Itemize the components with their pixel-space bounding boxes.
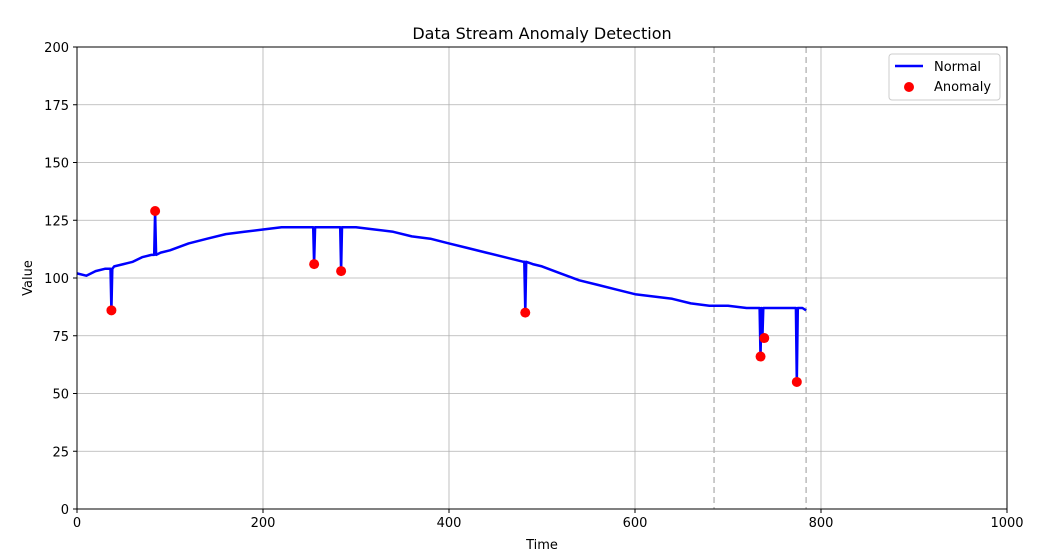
x-tick-label: 600: [623, 516, 648, 531]
anomaly-points: [106, 206, 802, 387]
y-tick-label: 100: [44, 272, 69, 287]
axis-ticks: 0 200 400 600 800 1000 0 25 50 75 100 125 150 175 200: [44, 41, 1023, 531]
anomaly-point: [336, 266, 347, 277]
x-tick-label: 0: [73, 516, 81, 531]
anomaly-point: [755, 351, 766, 362]
anomaly-point: [520, 307, 531, 318]
legend-anomaly-swatch: [904, 82, 914, 92]
anomaly-point: [759, 333, 770, 344]
x-axis-label: Time: [525, 538, 558, 553]
y-tick-label: 125: [44, 214, 69, 229]
y-tick-label: 75: [52, 330, 69, 345]
y-tick-label: 25: [52, 445, 69, 460]
series-layer: [76, 209, 807, 384]
x-tick-label: 1000: [990, 516, 1023, 531]
y-tick-label: 200: [44, 41, 69, 56]
y-tick-label: 150: [44, 157, 69, 172]
y-axis-label: Value: [21, 260, 36, 296]
x-tick-label: 800: [809, 516, 834, 531]
normal-series-line: [76, 209, 807, 384]
anomaly-point: [106, 305, 117, 316]
legend: Normal Anomaly: [888, 53, 1001, 101]
legend-anomaly-label: Anomaly: [934, 80, 991, 95]
y-tick-label: 175: [44, 99, 69, 114]
x-tick-label: 400: [437, 516, 462, 531]
anomaly-point: [309, 259, 320, 270]
y-tick-label: 0: [61, 503, 69, 518]
chart-title: Data Stream Anomaly Detection: [412, 24, 671, 43]
y-tick-label: 50: [52, 388, 69, 403]
anomaly-point: [791, 376, 802, 387]
legend-normal-label: Normal: [934, 60, 981, 75]
anomaly-point: [150, 206, 161, 217]
vertical-markers: [713, 47, 807, 509]
x-tick-label: 200: [251, 516, 276, 531]
